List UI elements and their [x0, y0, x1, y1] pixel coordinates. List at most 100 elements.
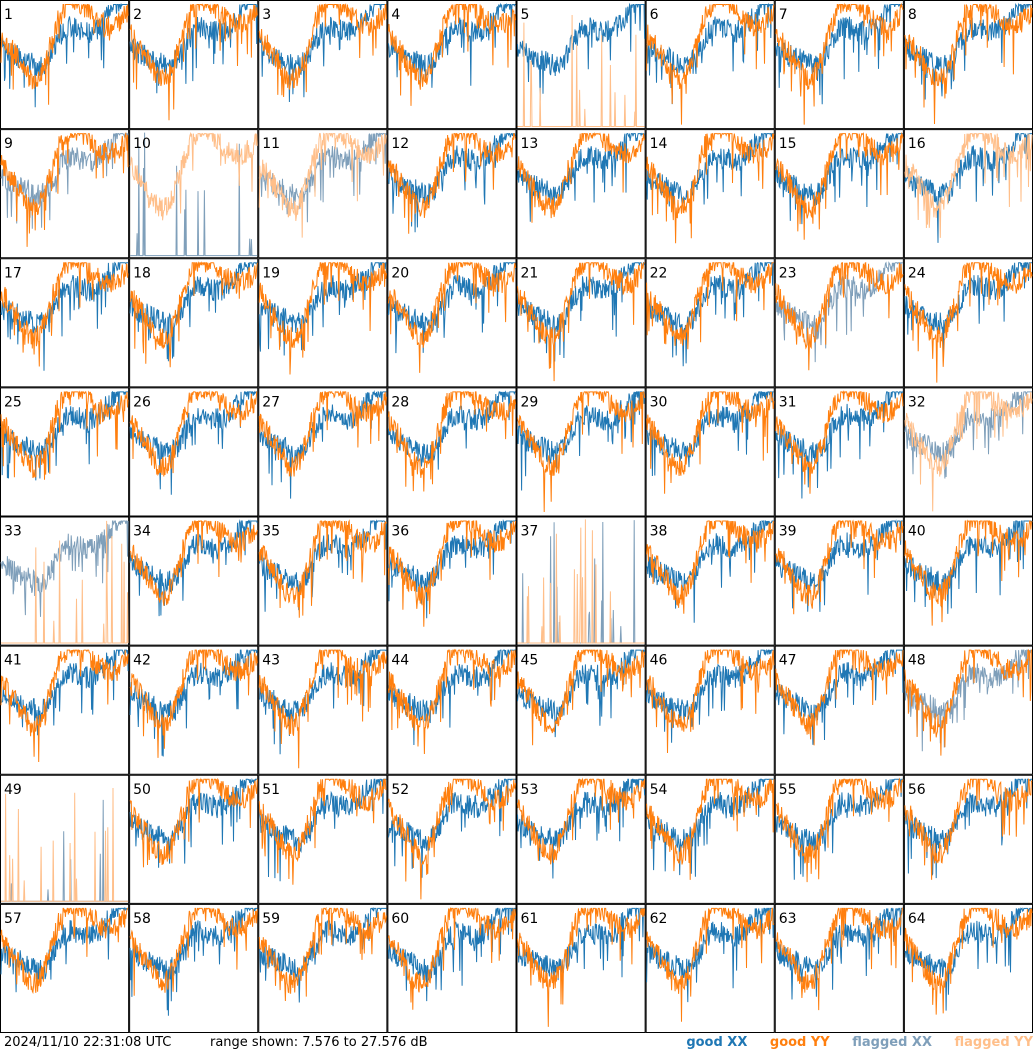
series-yy — [387, 778, 516, 900]
panel-1: 1 — [0, 0, 130, 130]
series-yy — [517, 132, 646, 223]
series-yy — [775, 907, 904, 1011]
panel-label: 63 — [779, 911, 797, 927]
panel-label: 8 — [908, 7, 917, 23]
panel-label: 10 — [133, 136, 151, 152]
range-text: range shown: 7.576 to 27.576 dB — [210, 1035, 428, 1050]
panel-label: 4 — [391, 7, 400, 23]
panel-frame — [516, 258, 646, 388]
panel-label: 43 — [262, 653, 280, 669]
panel-31: 31 — [774, 387, 904, 517]
series-xx — [517, 2, 646, 101]
panel-label: 36 — [391, 524, 409, 540]
series-xx — [387, 519, 516, 619]
panel-label: 7 — [779, 7, 788, 23]
panel-44: 44 — [387, 645, 517, 775]
series-yy — [1, 787, 129, 902]
panel-17: 17 — [0, 258, 130, 388]
series-yy — [646, 907, 775, 1022]
series-yy — [258, 261, 387, 375]
panel-49: 49 — [0, 774, 130, 904]
panel-29: 29 — [516, 387, 646, 517]
panel-label: 6 — [650, 7, 659, 23]
panel-label: 53 — [521, 782, 539, 798]
series-yy — [517, 261, 645, 382]
panel-label: 19 — [262, 265, 280, 281]
series-yy — [129, 131, 258, 221]
panel-15: 15 — [774, 129, 904, 259]
panel-26: 26 — [129, 387, 259, 517]
series-yy — [129, 520, 258, 606]
series-yy — [775, 777, 904, 883]
series-yy — [0, 3, 129, 105]
panel-16: 16 — [903, 129, 1033, 259]
panel-label: 29 — [521, 394, 539, 410]
series-xx — [517, 907, 645, 981]
panel-50: 50 — [129, 774, 259, 904]
panel-label: 25 — [4, 394, 22, 410]
panel-label: 24 — [908, 265, 926, 281]
series-xx — [904, 391, 1032, 479]
series-yy — [387, 133, 516, 234]
series-yy — [387, 520, 516, 627]
series-yy — [0, 131, 129, 247]
series-yy — [775, 649, 904, 746]
panel-35: 35 — [258, 516, 388, 646]
series-yy — [646, 520, 775, 614]
series-yy — [0, 390, 129, 480]
panel-label: 31 — [779, 394, 797, 410]
series-yy — [517, 777, 646, 865]
panel-label: 55 — [779, 782, 797, 798]
footer-bar: 2024/11/10 22:31:08 UTC range shown: 7.5… — [0, 1033, 1033, 1053]
panel-36: 36 — [387, 516, 517, 646]
panel-label: 17 — [4, 265, 22, 281]
panel-label: 58 — [133, 911, 151, 927]
panel-39: 39 — [774, 516, 904, 646]
series-xx — [258, 519, 387, 612]
series-yy — [904, 519, 1033, 626]
panel-33: 33 — [0, 516, 130, 646]
panel-20: 20 — [387, 258, 517, 388]
series-yy — [517, 907, 646, 1027]
series-yy — [1, 520, 129, 644]
panel-label: 50 — [133, 782, 151, 798]
panel-label: 28 — [391, 394, 409, 410]
series-yy — [129, 649, 258, 758]
series-xx — [646, 262, 774, 367]
series-xx — [129, 519, 258, 617]
series-xx — [904, 262, 1032, 358]
series-yy — [904, 133, 1033, 238]
series-yy — [387, 261, 516, 373]
series-xx — [775, 649, 904, 745]
series-yy — [904, 778, 1033, 880]
panel-40: 40 — [903, 516, 1033, 646]
panel-47: 47 — [774, 645, 904, 775]
series-yy — [646, 648, 775, 754]
panel-label: 46 — [650, 653, 668, 669]
series-yy — [904, 390, 1033, 512]
series-xx — [775, 777, 903, 880]
panel-14: 14 — [645, 129, 775, 259]
panel-label: 22 — [650, 265, 668, 281]
panel-24: 24 — [903, 258, 1033, 388]
panel-27: 27 — [258, 387, 388, 517]
panel-label: 35 — [262, 524, 280, 540]
series-yy — [129, 777, 258, 868]
panel-label: 62 — [650, 911, 668, 927]
panel-51: 51 — [258, 774, 388, 904]
timestamp: 2024/11/10 22:31:08 UTC — [4, 1035, 172, 1050]
series-yy — [646, 4, 775, 125]
series-yy — [904, 262, 1033, 383]
panel-42: 42 — [129, 645, 259, 775]
series-yy — [258, 3, 387, 98]
series-yy — [0, 649, 129, 763]
series-yy — [129, 907, 258, 996]
panel-label: 61 — [521, 911, 539, 927]
panel-label: 20 — [391, 265, 409, 281]
series-yy — [258, 519, 387, 618]
panel-label: 2 — [133, 7, 142, 23]
series-yy — [0, 907, 129, 995]
series-yy — [904, 907, 1033, 1015]
panel-label: 37 — [521, 524, 539, 540]
